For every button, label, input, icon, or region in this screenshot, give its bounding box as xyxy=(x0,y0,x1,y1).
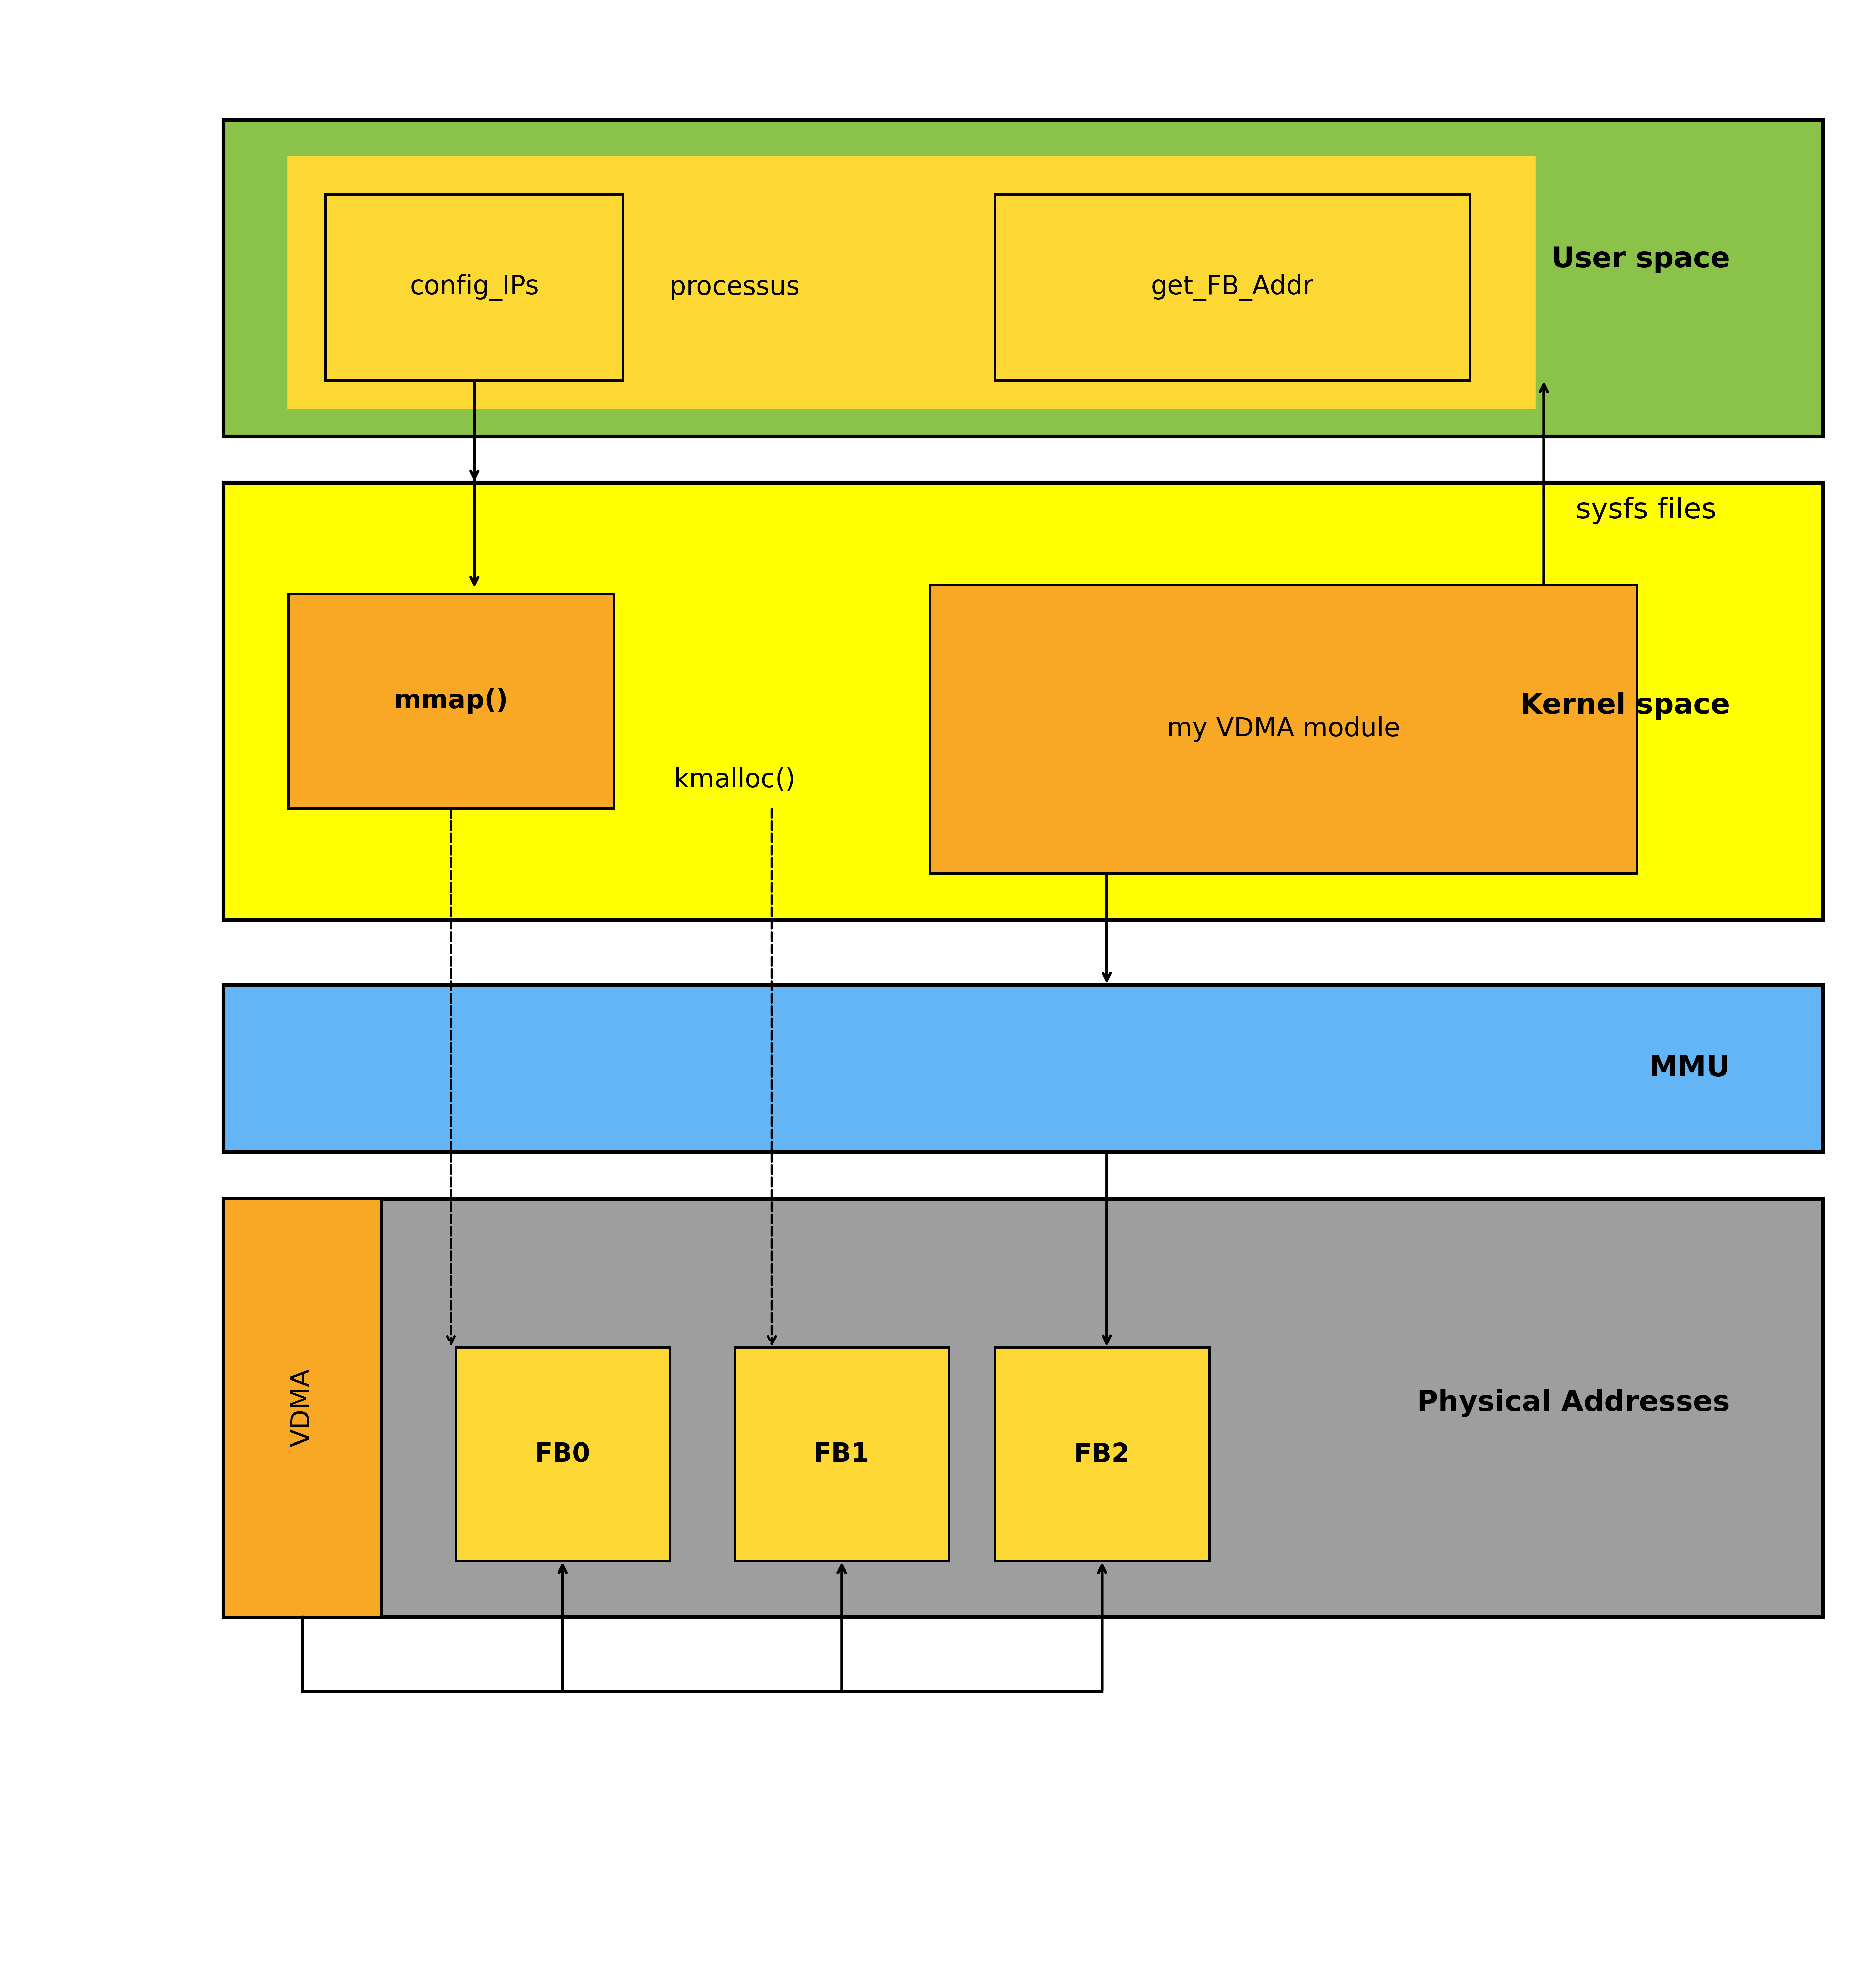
Text: mmap(): mmap() xyxy=(394,688,508,714)
Text: User space: User space xyxy=(1551,247,1730,272)
FancyBboxPatch shape xyxy=(288,594,614,807)
FancyBboxPatch shape xyxy=(735,1348,949,1561)
FancyBboxPatch shape xyxy=(930,584,1637,873)
Text: MMU: MMU xyxy=(1650,1054,1730,1081)
FancyBboxPatch shape xyxy=(223,1199,1823,1616)
Text: FB2: FB2 xyxy=(1075,1441,1131,1467)
FancyBboxPatch shape xyxy=(995,195,1469,380)
FancyBboxPatch shape xyxy=(326,195,623,380)
FancyBboxPatch shape xyxy=(456,1348,670,1561)
Text: config_IPs: config_IPs xyxy=(409,274,539,300)
Text: FB1: FB1 xyxy=(815,1441,870,1467)
FancyBboxPatch shape xyxy=(223,483,1823,920)
Text: get_FB_Addr: get_FB_Addr xyxy=(1151,274,1313,300)
Text: Kernel space: Kernel space xyxy=(1520,692,1730,720)
FancyBboxPatch shape xyxy=(223,119,1823,435)
FancyBboxPatch shape xyxy=(995,1348,1209,1561)
Text: sysfs files: sysfs files xyxy=(1575,497,1717,525)
FancyBboxPatch shape xyxy=(223,1199,381,1616)
FancyBboxPatch shape xyxy=(288,157,1534,408)
Text: my VDMA module: my VDMA module xyxy=(1166,716,1401,742)
Text: FB0: FB0 xyxy=(536,1441,591,1467)
Text: processus: processus xyxy=(670,274,800,300)
Text: kmalloc(): kmalloc() xyxy=(673,767,796,793)
Text: VDMA: VDMA xyxy=(290,1368,314,1447)
Text: Physical Addresses: Physical Addresses xyxy=(1417,1390,1730,1417)
FancyBboxPatch shape xyxy=(223,984,1823,1153)
